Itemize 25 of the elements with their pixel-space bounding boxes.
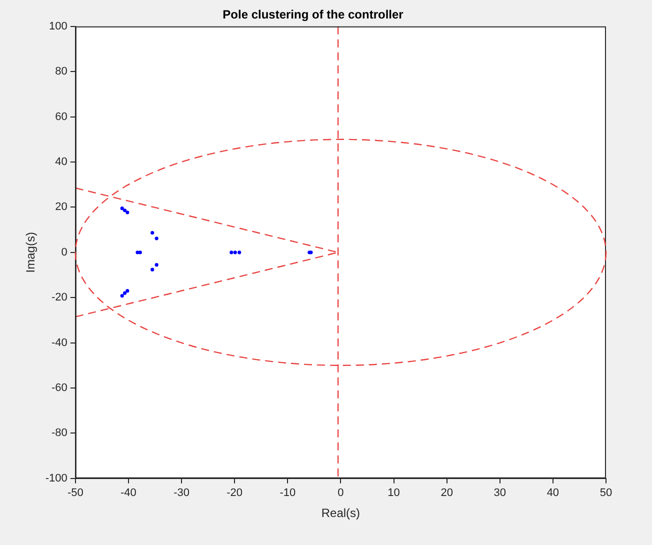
x-tick-label: 50 xyxy=(600,487,612,500)
x-tick-label: -50 xyxy=(67,487,84,500)
y-tick-label: -60 xyxy=(52,382,68,394)
x-tick-label: -10 xyxy=(280,487,296,500)
x-tick-label: -40 xyxy=(120,487,136,500)
y-tick-label: 60 xyxy=(55,110,68,123)
y-tick-label: 0 xyxy=(61,246,68,258)
y-tick-label: -100 xyxy=(45,472,68,484)
x-axis-title: Real(s) xyxy=(321,506,360,520)
chart-title: Pole clustering of the controller xyxy=(222,8,404,22)
y-tick-label: 80 xyxy=(55,66,68,78)
y-tick-label: -80 xyxy=(52,427,68,440)
y-tick-label: -20 xyxy=(52,292,68,304)
x-tick-label: 20 xyxy=(440,487,453,500)
x-tick-label: 40 xyxy=(546,487,560,500)
y-axis-title: Imag(s) xyxy=(24,232,38,273)
x-tick-label: 10 xyxy=(388,487,400,500)
y-tick-label: 100 xyxy=(49,20,68,32)
x-tick-label: 0 xyxy=(338,487,344,500)
x-tick-label: -30 xyxy=(174,487,190,500)
y-tick-label: -40 xyxy=(52,336,68,349)
y-tick-label: 40 xyxy=(55,156,68,168)
x-tick-label: -20 xyxy=(226,487,243,500)
x-tick-label: 30 xyxy=(494,487,506,500)
y-tick-label: 20 xyxy=(55,201,68,214)
